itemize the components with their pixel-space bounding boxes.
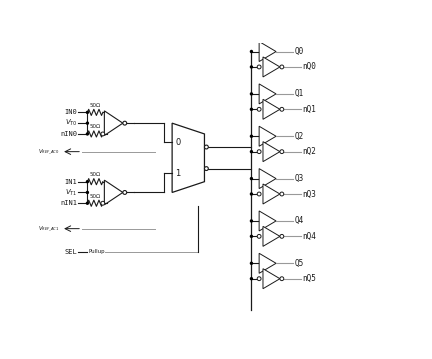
Text: $V_{T0}$: $V_{T0}$ [65, 118, 77, 128]
Circle shape [250, 235, 253, 238]
Text: nIN0: nIN0 [60, 131, 77, 137]
Circle shape [250, 92, 253, 95]
Text: nQ4: nQ4 [302, 232, 316, 241]
Circle shape [257, 150, 261, 154]
Text: nIN1: nIN1 [60, 200, 77, 206]
Text: nQ0: nQ0 [302, 62, 316, 71]
Text: 50Ω: 50Ω [89, 194, 101, 199]
Polygon shape [259, 126, 276, 146]
Circle shape [204, 167, 208, 171]
Polygon shape [259, 169, 276, 188]
Circle shape [250, 150, 253, 153]
Circle shape [250, 50, 253, 53]
Circle shape [123, 191, 127, 194]
Circle shape [280, 150, 284, 154]
Circle shape [123, 121, 127, 125]
Text: 50Ω: 50Ω [89, 124, 101, 129]
Polygon shape [263, 269, 280, 289]
Circle shape [257, 65, 261, 69]
Circle shape [257, 192, 261, 196]
Circle shape [86, 201, 89, 205]
Circle shape [257, 277, 261, 281]
Text: nQ3: nQ3 [302, 190, 316, 199]
Circle shape [280, 234, 284, 238]
Circle shape [280, 107, 284, 111]
Text: Pullup: Pullup [88, 249, 105, 254]
Polygon shape [172, 123, 204, 192]
Circle shape [250, 135, 253, 138]
Text: IN0: IN0 [65, 109, 77, 115]
Text: $V_{T1}$: $V_{T1}$ [65, 187, 77, 197]
Circle shape [86, 191, 89, 194]
Circle shape [86, 111, 89, 114]
Polygon shape [263, 99, 280, 119]
Text: nQ2: nQ2 [302, 147, 316, 156]
Circle shape [101, 132, 105, 136]
Circle shape [280, 65, 284, 69]
Text: 50Ω: 50Ω [89, 103, 101, 108]
Text: Q4: Q4 [295, 216, 304, 225]
Circle shape [250, 192, 253, 196]
Text: 1: 1 [175, 169, 181, 178]
Circle shape [204, 145, 208, 149]
Polygon shape [263, 226, 280, 246]
Polygon shape [259, 211, 276, 231]
Text: nQ1: nQ1 [302, 105, 316, 114]
Circle shape [86, 180, 89, 183]
Circle shape [86, 132, 89, 136]
Text: IN1: IN1 [65, 179, 77, 185]
Circle shape [250, 219, 253, 223]
Circle shape [280, 277, 284, 281]
Text: $V_{REF\_AC1}$: $V_{REF\_AC1}$ [38, 224, 60, 233]
Text: 50Ω: 50Ω [89, 172, 101, 177]
Circle shape [250, 177, 253, 180]
Circle shape [257, 234, 261, 238]
Polygon shape [259, 42, 276, 61]
Circle shape [86, 121, 89, 125]
Polygon shape [105, 180, 123, 205]
Circle shape [250, 65, 253, 69]
Text: Q5: Q5 [295, 259, 304, 268]
Text: $V_{REF\_AC0}$: $V_{REF\_AC0}$ [38, 147, 60, 156]
Text: SEL: SEL [65, 249, 77, 255]
Polygon shape [263, 142, 280, 162]
Text: Q2: Q2 [295, 132, 304, 141]
Polygon shape [259, 84, 276, 104]
Text: 0: 0 [175, 138, 181, 147]
Circle shape [280, 192, 284, 196]
Text: Q0: Q0 [295, 47, 304, 56]
Polygon shape [259, 253, 276, 273]
Circle shape [250, 262, 253, 265]
Circle shape [257, 107, 261, 111]
Text: nQ5: nQ5 [302, 274, 316, 283]
Polygon shape [105, 111, 123, 135]
Polygon shape [263, 184, 280, 204]
Text: Q1: Q1 [295, 89, 304, 98]
Circle shape [250, 108, 253, 111]
Circle shape [101, 201, 105, 205]
Polygon shape [263, 57, 280, 77]
Circle shape [250, 277, 253, 280]
Text: Q3: Q3 [295, 174, 304, 183]
